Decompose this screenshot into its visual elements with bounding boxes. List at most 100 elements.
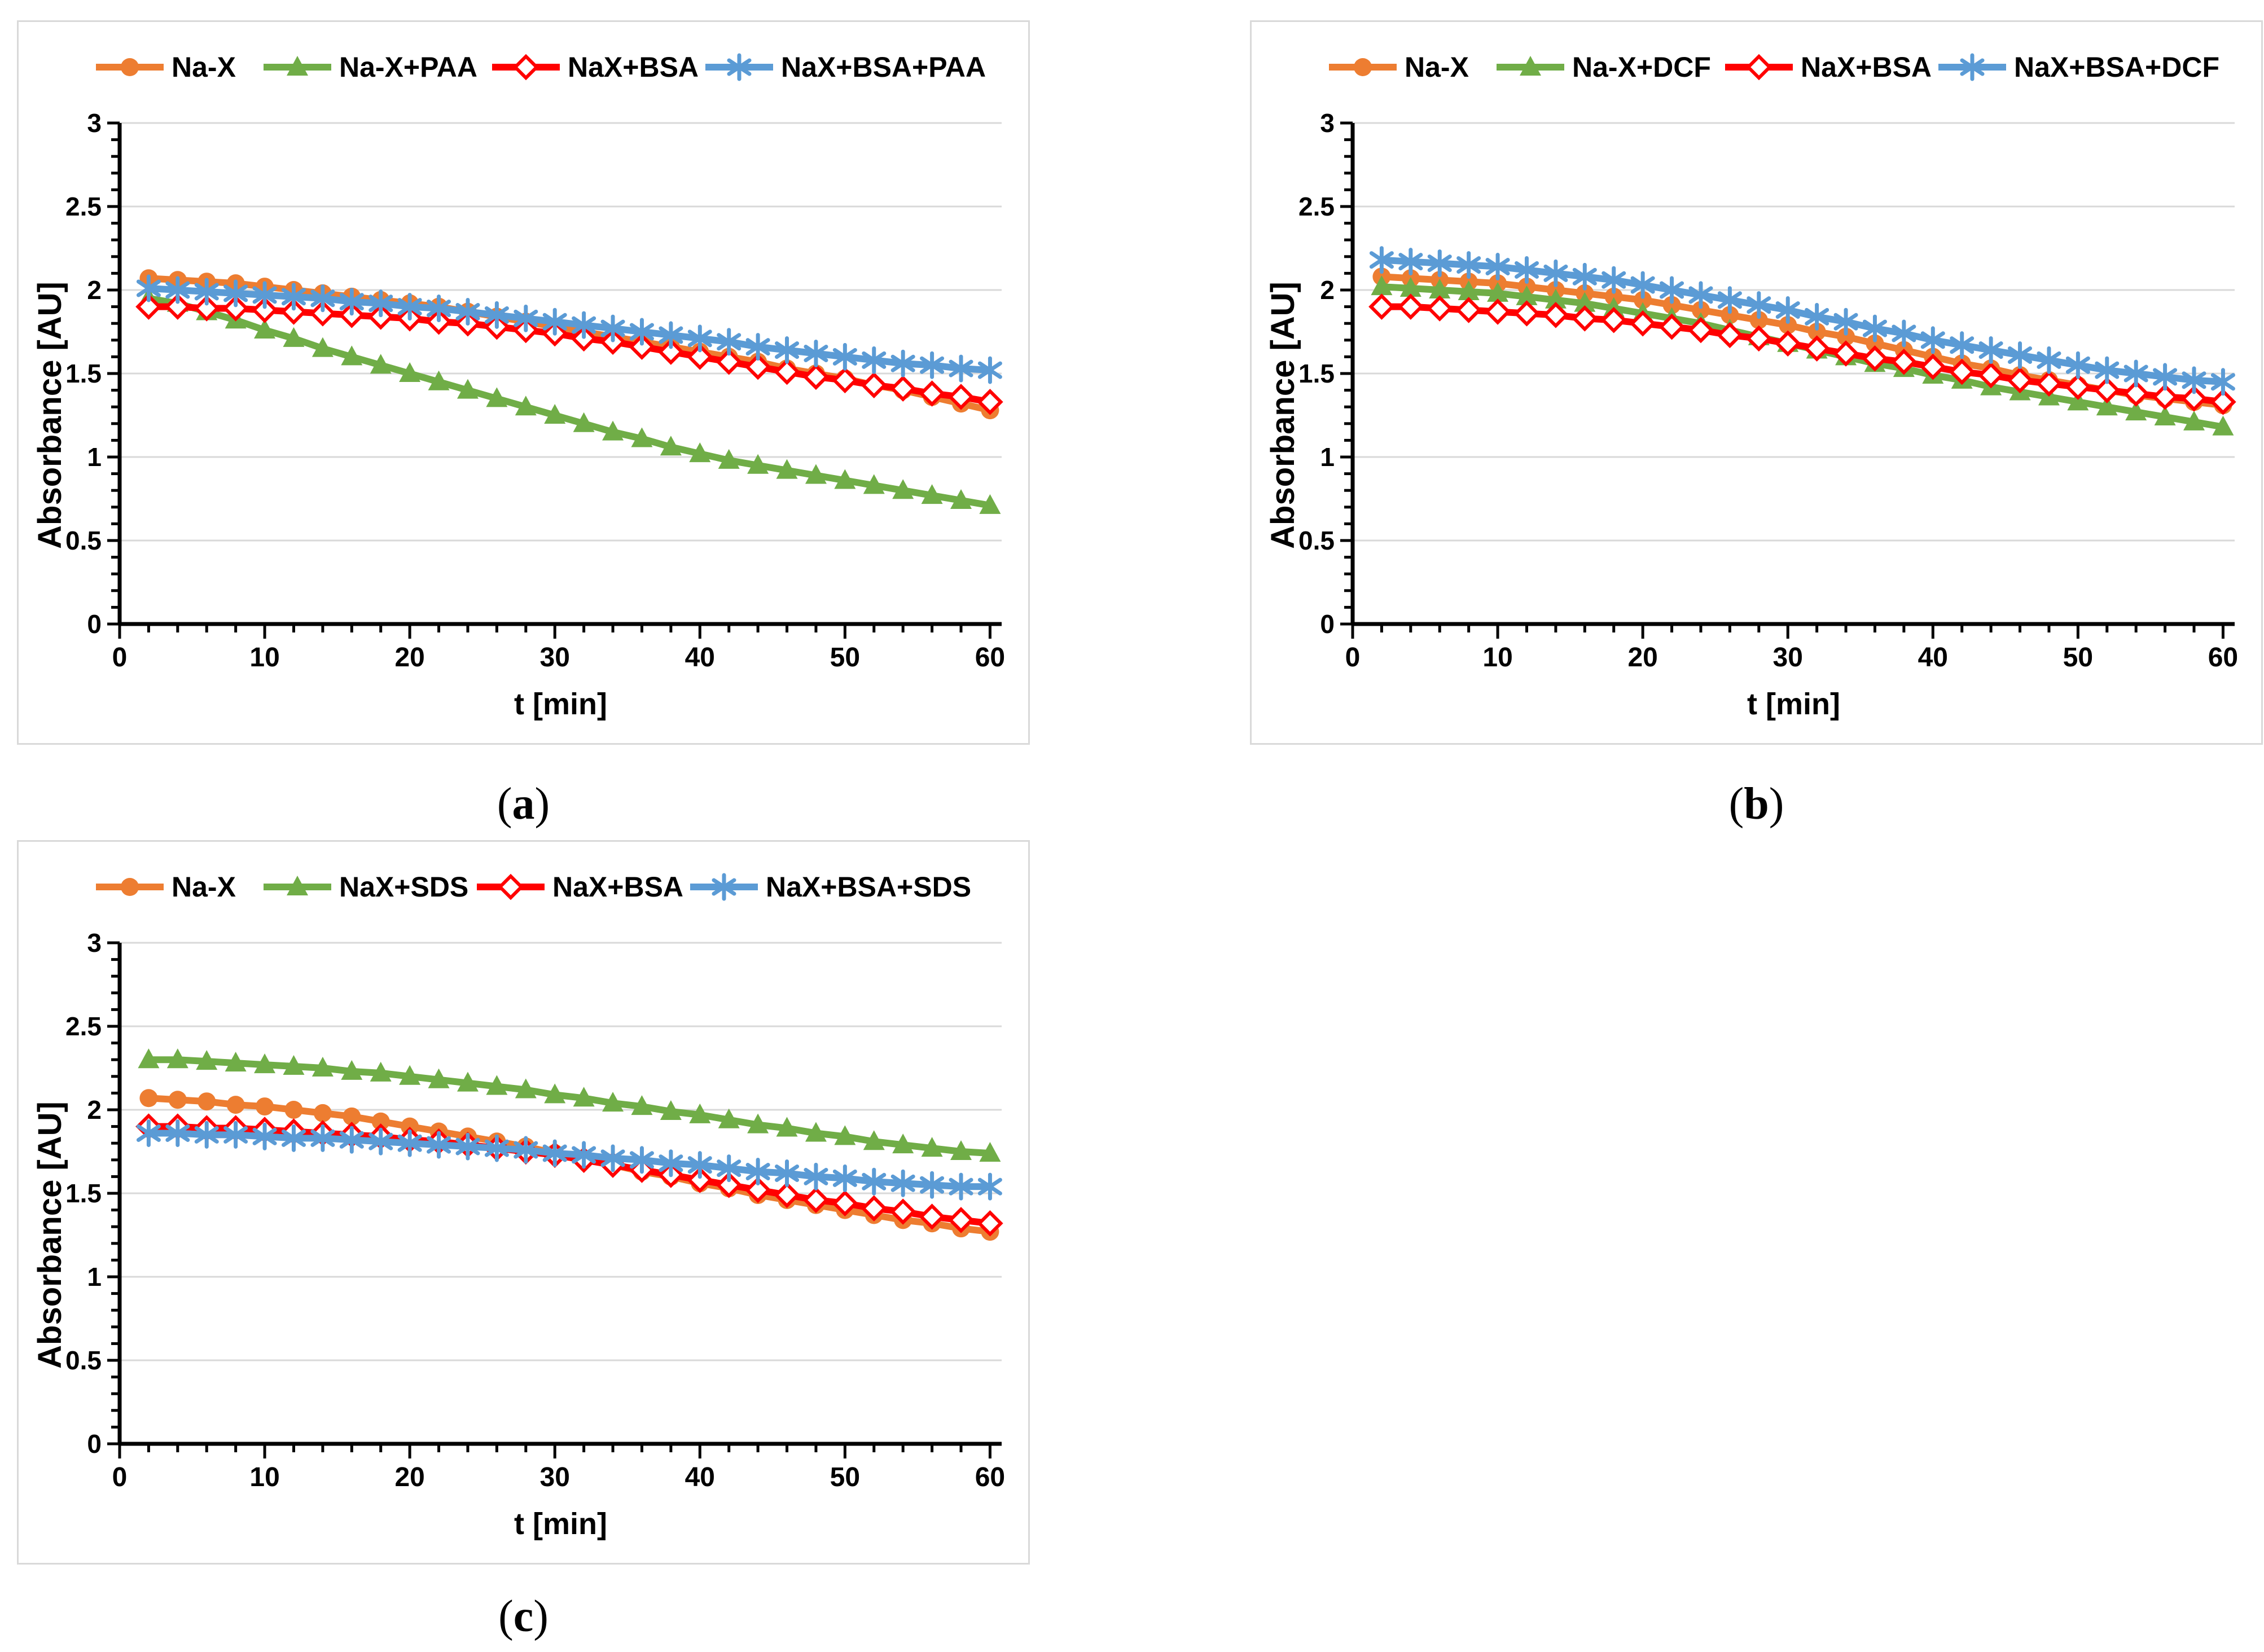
marker-diamond (657, 339, 685, 365)
x-tick-label: 10 (249, 1462, 279, 1492)
marker-asterisk (339, 1126, 364, 1154)
marker-diamond (1745, 54, 1772, 81)
y-tick-label: 0 (87, 1429, 102, 1458)
legend-label: NaX+BSA (568, 51, 699, 83)
marker-asterisk (368, 289, 393, 318)
marker-diamond (889, 375, 916, 402)
marker-circle (1866, 334, 1884, 353)
chart-a: 00.511.522.530 10 20 30 40 50 60t [min]Absorba… (17, 20, 1030, 745)
legend-item-NaX+SDS: NaX+SDS (264, 871, 468, 903)
marker-diamond (832, 367, 858, 394)
marker-diamond (2035, 370, 2063, 397)
marker-diamond (774, 358, 800, 385)
marker-triangle (979, 1141, 1001, 1162)
marker-triangle (515, 396, 537, 416)
series-line-NaX+BSA+PAA (145, 285, 994, 374)
marker-diamond (889, 1198, 916, 1225)
marker-diamond (512, 54, 539, 81)
marker-diamond (919, 1203, 945, 1230)
marker-triangle (573, 412, 595, 432)
caption-letter-b: b (1744, 779, 1769, 829)
marker-asterisk (484, 301, 509, 329)
marker-asterisk (745, 333, 770, 361)
marker-triangle (2067, 390, 2089, 411)
series-NaX+SDS (138, 1048, 1001, 1162)
chart-panel-c: 0 0.5 1 1.5 2 2.5 3 0 10 20 30 40 50 60 t [min] Absorba… (17, 840, 1030, 1565)
legend-item-NaX+BSA+DCF: NaX+BSA+DCF (1938, 51, 2219, 83)
x-tick-label: 30 (1773, 643, 1803, 673)
series-line-NaX+BSA+SDS (145, 1130, 994, 1190)
legend: Na-X NaX+SDS NaX+BSA NaX+BSA+SDS (96, 871, 971, 903)
marker-triangle (834, 1125, 856, 1145)
legend-label: Na-X+PAA (339, 51, 477, 83)
marker-asterisk (949, 354, 973, 383)
marker-circle (1749, 311, 1768, 329)
marker-diamond (1920, 353, 1946, 380)
legend-label: NaX+BSA+PAA (781, 51, 986, 83)
y-tick-label: 1.5 (65, 1179, 102, 1208)
legend-label: NaX+BSA (552, 871, 683, 903)
marker-diamond (309, 300, 336, 327)
marker-diamond (774, 1181, 800, 1209)
marker-asterisk (484, 1134, 509, 1162)
legend-item-Na-X: Na-X (96, 51, 236, 83)
legend: Na-X Na-X+DCF NaX+BSA NaX+BSA+DCF (1329, 51, 2219, 83)
caption-paren-close: ) (533, 1592, 549, 1641)
marker-diamond (1397, 293, 1424, 320)
panel-border (17, 20, 1030, 745)
y-tick-label: 0 (87, 609, 102, 639)
axes (1350, 123, 2235, 626)
marker-triangle (544, 1083, 566, 1104)
legend: Na-X Na-X+PAA NaX+BSA NaX+BSA+PAA (96, 51, 986, 83)
marker-asterisk (862, 346, 887, 374)
marker-triangle (950, 1140, 972, 1160)
marker-diamond (947, 1207, 975, 1233)
y-tick-label: 1 (87, 442, 102, 472)
marker-diamond (861, 372, 888, 398)
marker-circle (139, 1089, 158, 1108)
marker-triangle (1574, 292, 1596, 312)
chart-b: 00.511.522.530 10 20 30 40 50 60t [min]Absorba… (1250, 20, 2263, 745)
marker-asterisk (397, 1129, 422, 1157)
marker-diamond (1717, 322, 1743, 349)
tick-labels: 00.511.522.530 10 20 30 40 50 60 (1298, 108, 2238, 673)
x-tick-label: 50 (2063, 643, 2093, 673)
legend-item-NaX+BSA: NaX+BSA (1725, 51, 1932, 83)
marker-diamond (977, 1210, 1003, 1237)
marker-asterisk (572, 1141, 596, 1169)
x-tick-label: 0 (112, 1462, 128, 1492)
marker-circle (1354, 58, 1372, 76)
chart-c: 00.511.522.530 10 20 30 40 50 60t [min]Absorba… (17, 840, 1030, 1565)
series-line-Na-X (145, 1095, 994, 1236)
marker-circle (198, 1092, 216, 1111)
x-tick-label: 20 (1627, 643, 1657, 673)
marker-asterisk (455, 297, 480, 326)
caption-paren-open: ( (1728, 779, 1744, 829)
y-axis-title: Absorbance [AU] (32, 1101, 68, 1369)
marker-circle (313, 1104, 332, 1122)
x-axis-title: t [min] (1747, 687, 1840, 721)
marker-asterisk (281, 1124, 306, 1152)
y-tick-label: 2.5 (65, 1012, 102, 1041)
panel-caption-a: (a) (17, 773, 1030, 835)
marker-asterisk (339, 288, 364, 316)
marker-circle (1662, 296, 1681, 314)
marker-diamond (2007, 367, 2033, 394)
marker-asterisk (1543, 259, 1568, 287)
series-markers-NaX+BSA+DCF (1369, 246, 2235, 396)
marker-triangle (718, 449, 740, 469)
x-tick-label: 60 (2208, 643, 2238, 673)
marker-asterisk (514, 304, 538, 332)
marker-triangle (660, 436, 682, 456)
marker-asterisk (920, 1171, 945, 1199)
marker-circle (256, 1097, 274, 1116)
marker-asterisk (1960, 53, 1985, 81)
marker-circle (1721, 306, 1739, 324)
marker-diamond (280, 298, 307, 325)
legend-item-Na-X+PAA: Na-X+PAA (264, 51, 477, 83)
marker-diamond (744, 353, 771, 380)
marker-asterisk (977, 1172, 1002, 1201)
marker-asterisk (2210, 368, 2235, 396)
marker-asterisk (687, 1151, 712, 1179)
chart-panel-b: 0 0.5 1 1.5 2 2.5 3 0 10 20 30 40 50 60 t [min] Absorba… (1250, 20, 2263, 745)
